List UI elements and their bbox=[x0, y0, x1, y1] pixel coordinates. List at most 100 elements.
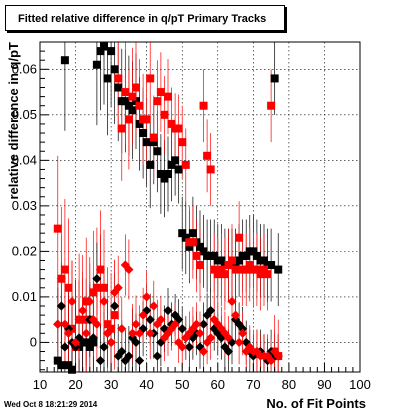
data-point-square bbox=[114, 83, 123, 92]
x-tick-label: 20 bbox=[68, 377, 82, 392]
data-point-square bbox=[128, 92, 137, 101]
data-point-square bbox=[181, 160, 190, 169]
data-point-square bbox=[89, 288, 98, 297]
data-point-diamond bbox=[152, 319, 162, 329]
data-point-diamond bbox=[63, 328, 74, 338]
data-point-diamond bbox=[174, 337, 184, 348]
data-point-diamond bbox=[156, 337, 166, 348]
data-point-diamond bbox=[223, 346, 234, 357]
data-point-square bbox=[153, 97, 162, 106]
data-point-diamond bbox=[113, 283, 123, 293]
data-point-diamond bbox=[198, 346, 209, 357]
data-point-square bbox=[146, 160, 155, 169]
data-point-diamond bbox=[206, 333, 216, 343]
x-tick-label: 30 bbox=[104, 377, 118, 392]
data-point-square bbox=[53, 224, 62, 233]
data-point-diamond bbox=[163, 305, 173, 316]
data-point-square bbox=[188, 229, 197, 238]
data-point-diamond bbox=[74, 315, 84, 325]
data-point-diamond bbox=[230, 310, 241, 320]
data-point-square bbox=[53, 356, 62, 365]
data-point-square bbox=[103, 74, 112, 83]
data-point-square bbox=[57, 361, 66, 370]
data-point-diamond bbox=[142, 292, 152, 302]
data-point-square bbox=[192, 251, 201, 260]
data-point-diamond bbox=[159, 324, 170, 334]
data-point-diamond bbox=[152, 351, 162, 361]
data-point-diamond bbox=[238, 328, 248, 338]
data-point-diamond bbox=[206, 305, 216, 316]
data-point-diamond bbox=[53, 319, 63, 329]
data-point-square bbox=[128, 106, 137, 115]
data-point-diamond bbox=[92, 274, 102, 284]
data-point-diamond bbox=[145, 315, 155, 325]
chart-title: Fitted relative difference in q/pT Prima… bbox=[5, 5, 285, 31]
data-point-diamond bbox=[56, 274, 66, 284]
data-point-diamond bbox=[177, 342, 187, 352]
data-point-diamond bbox=[67, 296, 77, 307]
data-point-square bbox=[213, 270, 222, 279]
y-tick-label: 0.03 bbox=[12, 198, 37, 213]
data-point-square bbox=[92, 283, 101, 292]
data-point-diamond bbox=[106, 337, 116, 348]
data-point-square bbox=[124, 101, 133, 110]
data-point-square bbox=[64, 361, 73, 370]
data-point-diamond bbox=[149, 301, 159, 311]
y-tick-label: 0.06 bbox=[12, 61, 37, 76]
data-point-square bbox=[235, 256, 244, 265]
data-point-square bbox=[174, 124, 183, 133]
data-point-diamond bbox=[120, 356, 130, 366]
data-point-square bbox=[235, 233, 244, 242]
x-tick-label: 40 bbox=[139, 377, 153, 392]
y-tick-label: 0.05 bbox=[12, 107, 37, 122]
data-point-square bbox=[171, 156, 180, 165]
data-point-square bbox=[196, 261, 204, 270]
data-point-diamond bbox=[138, 310, 148, 320]
data-point-square bbox=[92, 60, 101, 69]
axes: 10 20 30 40 50 60 70 80 90 100 0 0.01 0.02 0.03 0.04 0.… bbox=[12, 41, 371, 392]
data-point-diamond bbox=[184, 342, 194, 352]
data-point-diamond bbox=[78, 305, 88, 316]
data-point-square bbox=[153, 147, 162, 156]
data-point-square bbox=[132, 97, 140, 106]
data-point-diamond bbox=[81, 328, 91, 338]
data-point-diamond bbox=[191, 319, 202, 329]
data-point-square bbox=[96, 47, 105, 56]
data-point-diamond bbox=[227, 296, 237, 307]
data-point-diamond bbox=[60, 319, 70, 329]
data-point-square bbox=[124, 115, 133, 124]
data-point-diamond bbox=[134, 328, 145, 338]
data-point-diamond bbox=[99, 342, 109, 352]
x-tick-label: 60 bbox=[211, 377, 225, 392]
data-point-diamond bbox=[241, 337, 251, 348]
data-point-diamond bbox=[85, 296, 95, 307]
data-point-square bbox=[231, 261, 240, 270]
data-point-diamond bbox=[124, 351, 134, 361]
data-point-square bbox=[210, 251, 219, 260]
data-point-square bbox=[270, 74, 279, 83]
data-point-square bbox=[245, 261, 254, 270]
data-point-square bbox=[228, 256, 236, 265]
data-point-square bbox=[267, 101, 276, 110]
x-tick-label: 70 bbox=[246, 377, 260, 392]
data-point-square bbox=[160, 110, 169, 119]
data-markers bbox=[53, 42, 283, 374]
data-point-diamond bbox=[131, 337, 141, 348]
data-point-square bbox=[107, 47, 116, 56]
data-point-square bbox=[199, 101, 208, 110]
data-point-square bbox=[146, 74, 155, 83]
data-point-diamond bbox=[131, 319, 141, 329]
data-point-square bbox=[178, 229, 187, 238]
data-point-square bbox=[181, 233, 190, 242]
data-point-diamond bbox=[177, 324, 187, 334]
data-point-square bbox=[217, 265, 226, 274]
data-point-square bbox=[64, 283, 73, 292]
data-point-square bbox=[263, 270, 272, 279]
data-point-square bbox=[252, 251, 261, 260]
data-point-square bbox=[149, 138, 158, 147]
data-point-diamond bbox=[70, 337, 81, 348]
data-point-square bbox=[178, 138, 187, 147]
data-point-diamond bbox=[134, 356, 145, 366]
data-point-diamond bbox=[117, 324, 127, 334]
data-point-diamond bbox=[241, 346, 251, 357]
